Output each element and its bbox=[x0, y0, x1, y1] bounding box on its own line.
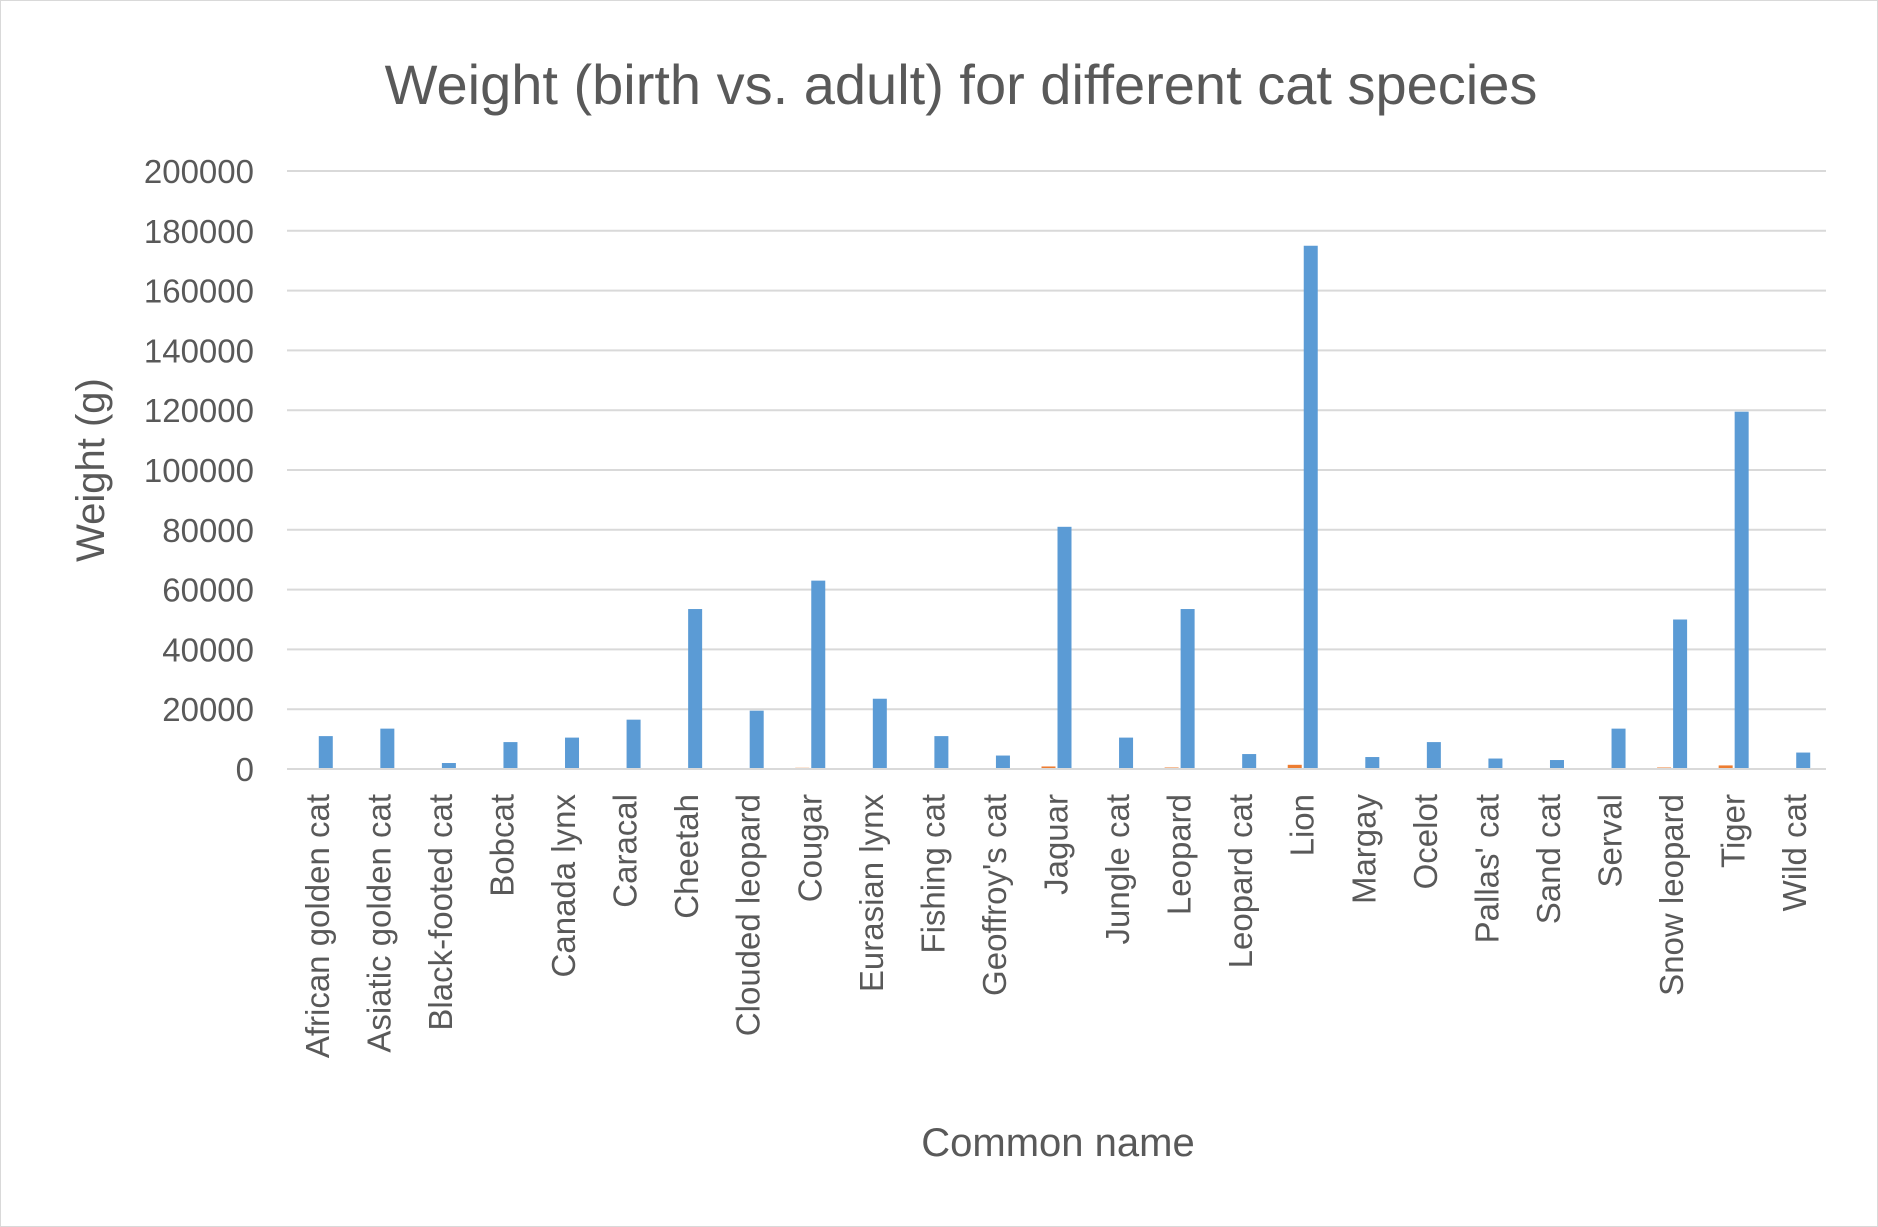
bars bbox=[302, 245, 1811, 769]
y-axis-title: Weight (g) bbox=[69, 378, 113, 562]
bar-birth bbox=[1041, 766, 1056, 769]
x-tick-label: Jungle cat bbox=[1099, 794, 1136, 944]
bar-adult bbox=[995, 755, 1010, 769]
x-tick-label: Fishing cat bbox=[914, 794, 951, 954]
bar-adult bbox=[626, 719, 641, 769]
x-tick-label: Bobcat bbox=[483, 794, 520, 897]
x-tick-label: Clouded leopard bbox=[730, 794, 767, 1036]
bar-adult bbox=[1549, 760, 1564, 769]
bar-adult bbox=[503, 742, 518, 769]
bar-adult bbox=[380, 728, 395, 769]
y-tick-label: 180000 bbox=[144, 213, 254, 250]
bar-adult bbox=[565, 737, 580, 769]
bar-adult bbox=[1796, 752, 1811, 769]
x-tick-label: African golden cat bbox=[299, 794, 336, 1058]
x-tick-label: Sand cat bbox=[1530, 794, 1567, 924]
y-axis-ticks: 0 20000 40000 60000 80000 100000 120000 140000 1… bbox=[144, 153, 254, 788]
bar-adult bbox=[1734, 411, 1749, 769]
x-tick-label: Serval bbox=[1592, 794, 1629, 888]
chart-title: Weight (birth vs. adult) for different c… bbox=[385, 53, 1538, 116]
y-tick-label: 20000 bbox=[162, 691, 254, 728]
x-tick-label: Ocelot bbox=[1407, 794, 1444, 889]
bar-adult bbox=[441, 763, 456, 769]
x-tick-label: Canada lynx bbox=[545, 794, 582, 978]
x-tick-label: Margay bbox=[1345, 794, 1382, 905]
x-tick-label: Snow leopard bbox=[1653, 794, 1690, 996]
y-tick-label: 120000 bbox=[144, 392, 254, 429]
x-tick-label: Leopard cat bbox=[1222, 794, 1259, 968]
x-tick-label: Wild cat bbox=[1776, 794, 1813, 911]
bar-adult bbox=[318, 736, 333, 769]
x-tick-label: Geoffroy's cat bbox=[976, 794, 1013, 996]
gridlines bbox=[287, 170, 1826, 711]
bar-adult bbox=[1365, 757, 1380, 769]
bar-adult bbox=[688, 609, 703, 769]
y-tick-label: 140000 bbox=[144, 332, 254, 369]
x-tick-label: Black-footed cat bbox=[422, 794, 459, 1031]
y-tick-label: 100000 bbox=[144, 452, 254, 489]
x-tick-label: Cougar bbox=[791, 794, 828, 902]
y-tick-label: 80000 bbox=[162, 512, 254, 549]
y-tick-label: 200000 bbox=[144, 153, 254, 190]
bar-adult bbox=[1119, 737, 1134, 769]
x-tick-label: Asiatic golden cat bbox=[360, 794, 397, 1053]
y-tick-label: 0 bbox=[236, 751, 254, 788]
x-tick-label: Caracal bbox=[607, 794, 644, 908]
x-tick-label: Leopard bbox=[1161, 794, 1198, 915]
x-tick-label: Lion bbox=[1284, 794, 1321, 856]
bar-adult bbox=[1673, 619, 1688, 769]
x-axis-ticks: African golden cat Asiatic golden cat Blac… bbox=[299, 794, 1813, 1059]
bar-birth bbox=[1287, 764, 1302, 769]
bar-adult bbox=[1426, 742, 1441, 769]
bar-adult bbox=[1488, 758, 1503, 769]
bar-adult bbox=[749, 710, 764, 769]
bar-adult bbox=[934, 736, 949, 769]
y-tick-label: 40000 bbox=[162, 631, 254, 668]
y-tick-label: 160000 bbox=[144, 273, 254, 310]
bar-adult bbox=[1303, 245, 1318, 769]
x-tick-label: Eurasian lynx bbox=[853, 794, 890, 993]
bar-adult bbox=[1180, 609, 1195, 769]
x-tick-label: Cheetah bbox=[668, 794, 705, 919]
y-tick-label: 60000 bbox=[162, 572, 254, 609]
x-tick-label: Tiger bbox=[1715, 794, 1752, 868]
bar-adult bbox=[1242, 754, 1257, 769]
bar-birth bbox=[1718, 765, 1733, 769]
x-axis-title: Common name bbox=[921, 1121, 1194, 1165]
bar-adult bbox=[872, 698, 887, 769]
x-tick-label: Pallas' cat bbox=[1468, 794, 1505, 943]
bar-adult bbox=[811, 580, 826, 769]
x-tick-label: Jaguar bbox=[1038, 794, 1075, 895]
bar-adult bbox=[1057, 526, 1072, 769]
bar-adult bbox=[1611, 728, 1626, 769]
